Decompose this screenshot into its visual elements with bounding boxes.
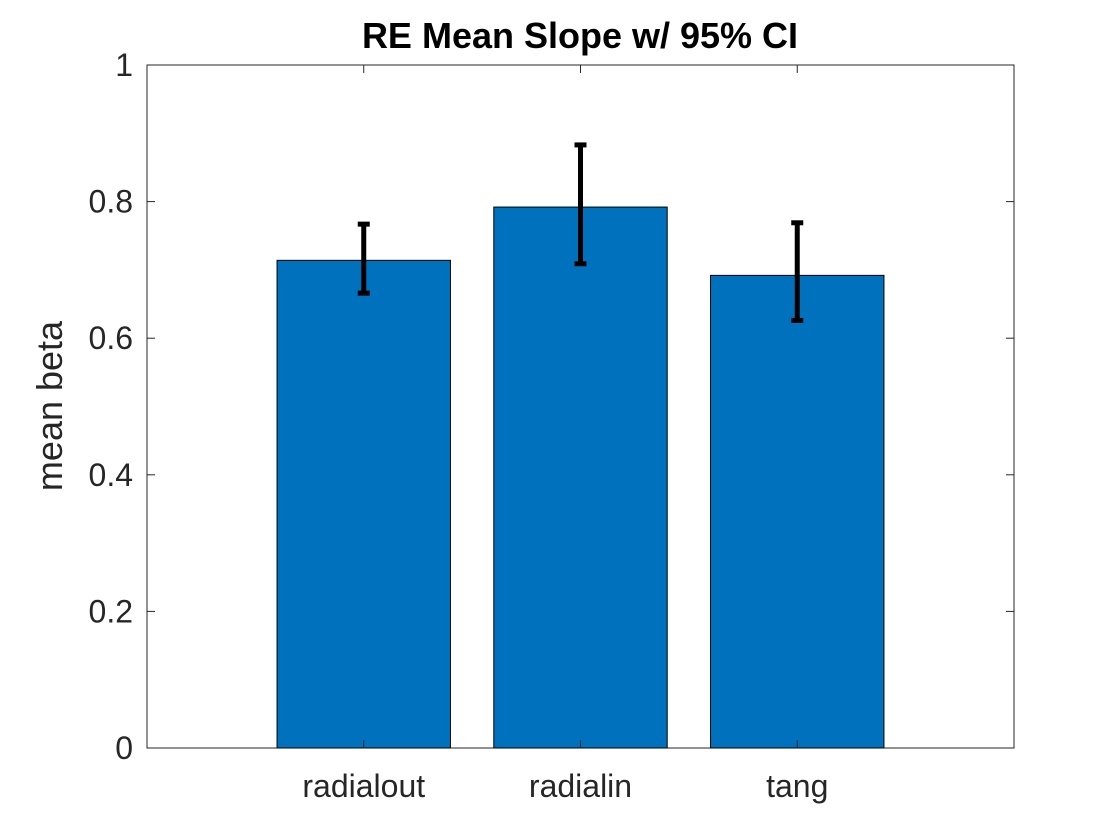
bars [276, 206, 885, 749]
error-bars [357, 142, 804, 323]
bar-radialin [493, 206, 668, 749]
y-ticks: 0 0.2 0.4 0.6 0.8 1 [89, 47, 1014, 766]
y-tick-label: 0 [115, 730, 133, 766]
x-tick-label-radialin: radialin [529, 768, 632, 804]
chart-title: RE Mean Slope w/ 95% CI [362, 15, 798, 56]
y-tick-label: 0.2 [89, 593, 133, 629]
x-ticks: radialout radialin tang [302, 65, 828, 804]
error-bar-radialin [574, 142, 587, 267]
bar-radialout [276, 259, 451, 749]
x-tick-label-tang: tang [766, 768, 828, 804]
y-tick-label: 0.6 [89, 320, 133, 356]
x-tick-label-radialout: radialout [302, 768, 425, 804]
y-tick-label: 1 [115, 47, 133, 83]
y-axis-label: mean beta [29, 320, 70, 491]
error-bar-tang [791, 220, 804, 323]
y-tick-label: 0.8 [89, 184, 133, 220]
error-bar-radialout [357, 221, 370, 296]
y-tick-label: 0.4 [89, 457, 133, 493]
bar-tang [710, 274, 885, 749]
